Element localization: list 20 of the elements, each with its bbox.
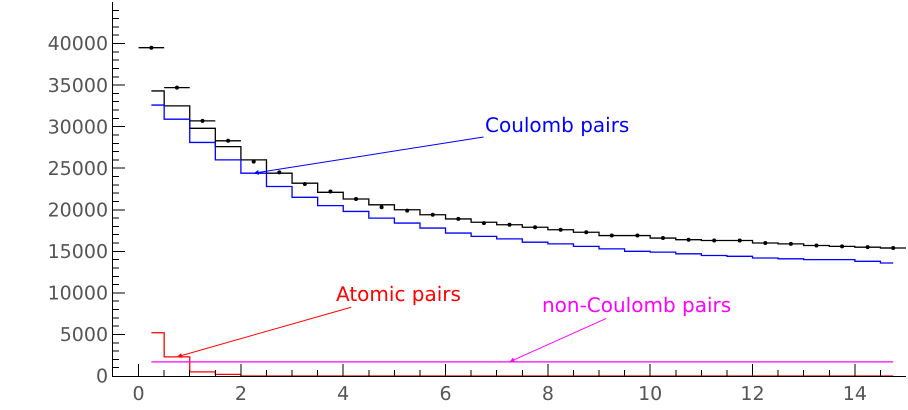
x-tick-label: 8 xyxy=(542,382,554,405)
x-tick-label: 0 xyxy=(132,382,145,405)
y-tick-label: 35000 xyxy=(48,74,108,97)
x-tick-label: 4 xyxy=(337,382,350,405)
y-tick-label: 5000 xyxy=(60,324,108,346)
x-tick-label: 12 xyxy=(740,382,765,405)
x-tick-label: 6 xyxy=(440,382,452,405)
text: non-Coulomb pairs xyxy=(542,293,732,317)
x-tick-label: 2 xyxy=(234,382,247,405)
y-tick-label: 10000 xyxy=(48,282,108,305)
x-tick-label: 10 xyxy=(638,382,662,405)
y-tick-label: 30000 xyxy=(48,116,108,138)
text: Atomic pairs xyxy=(336,282,461,306)
y-tick-label: 20000 xyxy=(48,199,108,222)
x-tick-label: 14 xyxy=(842,382,867,405)
y-tick-label: 0 xyxy=(96,366,108,388)
text: Coulomb pairs xyxy=(485,113,630,137)
y-tick-label: 15000 xyxy=(48,240,108,263)
y-tick-label: 40000 xyxy=(48,33,108,56)
y-tick-label: 25000 xyxy=(48,158,108,180)
